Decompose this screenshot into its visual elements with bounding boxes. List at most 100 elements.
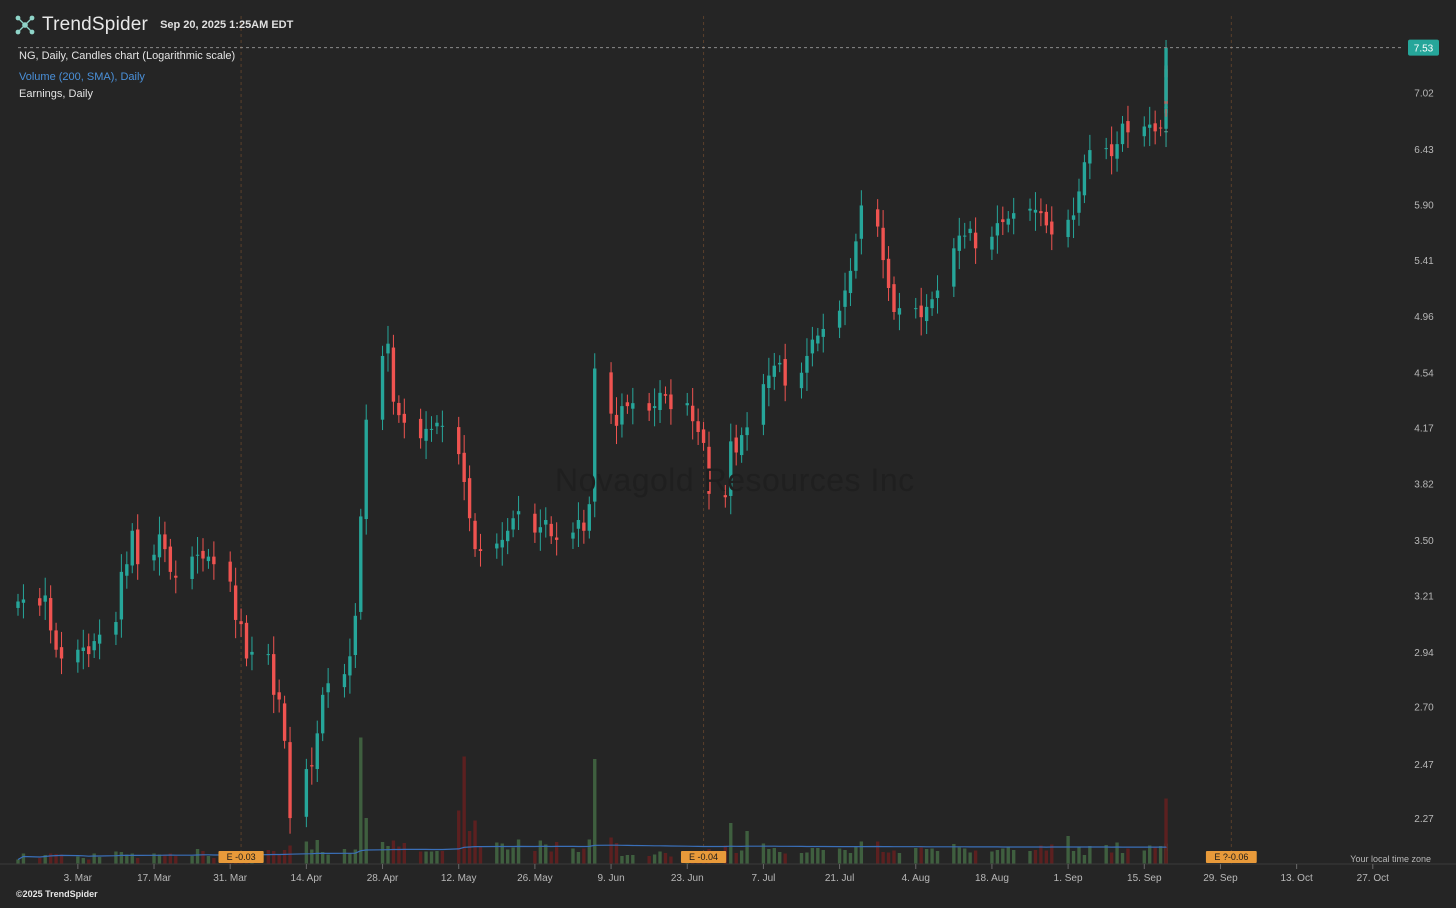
candle[interactable] bbox=[1153, 110, 1157, 145]
candle[interactable] bbox=[125, 551, 129, 589]
candle[interactable] bbox=[533, 503, 537, 543]
candle[interactable] bbox=[843, 272, 847, 326]
candle[interactable] bbox=[495, 533, 499, 559]
candle[interactable] bbox=[424, 411, 428, 460]
candle[interactable] bbox=[87, 633, 91, 668]
candle[interactable] bbox=[968, 221, 972, 241]
candle[interactable] bbox=[837, 300, 842, 339]
candle[interactable] bbox=[136, 514, 140, 580]
candle[interactable] bbox=[995, 205, 1000, 254]
candle[interactable] bbox=[783, 343, 787, 402]
candle[interactable] bbox=[805, 338, 809, 391]
candle[interactable] bbox=[886, 246, 891, 301]
candle[interactable] bbox=[429, 416, 434, 442]
candle[interactable] bbox=[631, 387, 635, 425]
candle[interactable] bbox=[277, 679, 281, 713]
candle[interactable] bbox=[473, 513, 477, 557]
candle[interactable] bbox=[914, 297, 918, 319]
candle[interactable] bbox=[1082, 154, 1087, 204]
candle[interactable] bbox=[505, 518, 510, 555]
candle[interactable] bbox=[250, 636, 254, 671]
candle[interactable] bbox=[625, 394, 630, 414]
candle[interactable] bbox=[859, 190, 864, 255]
candle[interactable] bbox=[554, 522, 559, 556]
candle[interactable] bbox=[321, 687, 325, 742]
candle[interactable] bbox=[952, 238, 956, 297]
candle[interactable] bbox=[92, 633, 96, 659]
candle[interactable] bbox=[206, 548, 211, 569]
candle[interactable] bbox=[973, 217, 978, 264]
candle[interactable] bbox=[233, 567, 238, 639]
candle[interactable] bbox=[821, 313, 825, 353]
candle[interactable] bbox=[614, 397, 619, 445]
candle[interactable] bbox=[1115, 131, 1119, 172]
candle[interactable] bbox=[1039, 198, 1043, 227]
candle[interactable] bbox=[190, 546, 194, 590]
candle[interactable] bbox=[288, 726, 292, 834]
candle[interactable] bbox=[462, 435, 466, 501]
candle[interactable] bbox=[745, 412, 749, 451]
candle[interactable] bbox=[435, 415, 439, 435]
candle[interactable] bbox=[48, 585, 53, 644]
candle[interactable] bbox=[690, 387, 695, 440]
candle[interactable] bbox=[1104, 137, 1108, 160]
candle[interactable] bbox=[272, 636, 276, 714]
candle[interactable] bbox=[342, 663, 347, 698]
legend-volume-series[interactable]: Volume (200, SMA), Daily bbox=[19, 71, 145, 83]
candle[interactable] bbox=[266, 643, 270, 665]
candle[interactable] bbox=[609, 362, 613, 424]
candle[interactable] bbox=[990, 226, 994, 260]
candle[interactable] bbox=[228, 551, 232, 592]
candle[interactable] bbox=[571, 522, 575, 549]
candle[interactable] bbox=[538, 509, 543, 551]
candle[interactable] bbox=[418, 408, 423, 449]
candle[interactable] bbox=[1028, 198, 1032, 221]
candle[interactable] bbox=[467, 465, 472, 532]
candle[interactable] bbox=[549, 516, 553, 544]
candle[interactable] bbox=[201, 538, 205, 572]
candle[interactable] bbox=[707, 431, 711, 510]
candle[interactable] bbox=[457, 416, 461, 465]
candle[interactable] bbox=[1164, 39, 1168, 109]
candle[interactable] bbox=[1158, 119, 1163, 137]
candle[interactable] bbox=[1066, 209, 1070, 248]
candle[interactable] bbox=[1148, 106, 1152, 147]
candle[interactable] bbox=[810, 326, 815, 367]
candle[interactable] bbox=[157, 516, 162, 576]
candle[interactable] bbox=[380, 345, 385, 431]
candle[interactable] bbox=[43, 577, 47, 620]
candle[interactable] bbox=[778, 355, 782, 373]
candle[interactable] bbox=[1050, 206, 1054, 251]
candle[interactable] bbox=[935, 275, 940, 314]
candle[interactable] bbox=[1088, 134, 1092, 180]
legend-earnings-series[interactable]: Earnings, Daily bbox=[19, 88, 93, 100]
candle[interactable] bbox=[326, 668, 330, 708]
candle[interactable] bbox=[364, 404, 368, 535]
candle[interactable] bbox=[696, 408, 700, 445]
candle[interactable] bbox=[723, 484, 728, 508]
timezone-label[interactable]: Your local time zone bbox=[1350, 854, 1431, 864]
candle[interactable] bbox=[478, 533, 483, 567]
candle[interactable] bbox=[620, 393, 624, 438]
candle[interactable] bbox=[402, 398, 406, 439]
candle[interactable] bbox=[163, 521, 167, 563]
candle[interactable] bbox=[593, 353, 597, 518]
candle[interactable] bbox=[1044, 204, 1049, 234]
candle[interactable] bbox=[304, 758, 309, 828]
earnings-marker[interactable]: E -0.04 bbox=[680, 851, 727, 863]
candle[interactable] bbox=[658, 380, 662, 423]
candle[interactable] bbox=[734, 424, 738, 466]
candle[interactable] bbox=[500, 522, 504, 566]
candle[interactable] bbox=[739, 427, 744, 463]
candle[interactable] bbox=[174, 560, 178, 594]
candle[interactable] bbox=[576, 502, 581, 547]
candle[interactable] bbox=[1077, 178, 1081, 226]
candle[interactable] bbox=[767, 357, 771, 407]
candle[interactable] bbox=[16, 593, 20, 616]
candle[interactable] bbox=[544, 507, 548, 538]
candle[interactable] bbox=[195, 536, 200, 574]
candle[interactable] bbox=[1126, 105, 1130, 148]
candle[interactable] bbox=[924, 294, 929, 335]
candle[interactable] bbox=[897, 292, 902, 331]
candle[interactable] bbox=[21, 584, 26, 619]
